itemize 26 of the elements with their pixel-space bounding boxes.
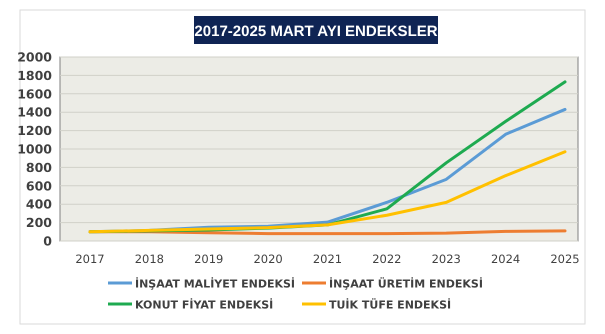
x-tick-label: 2019 bbox=[194, 252, 224, 266]
x-tick-label: 2025 bbox=[550, 252, 580, 266]
y-tick-label: 0 bbox=[43, 234, 52, 248]
x-tick-label: 2020 bbox=[253, 252, 283, 266]
x-tick-label: 2018 bbox=[134, 252, 164, 266]
y-tick-label: 1400 bbox=[17, 104, 52, 120]
line-series bbox=[88, 150, 566, 234]
x-tick-label: 2022 bbox=[372, 252, 402, 266]
y-tick-label: 200 bbox=[26, 215, 52, 230]
legend-label: İNŞAAT ÜRETİM ENDEKSİ bbox=[329, 276, 483, 290]
y-tick-label: 1600 bbox=[17, 86, 52, 102]
y-tick-label: 400 bbox=[26, 196, 52, 212]
x-tick-label: 2017 bbox=[75, 252, 105, 266]
y-tick-label: 600 bbox=[26, 178, 52, 194]
y-tick-label: 1000 bbox=[17, 142, 52, 156]
y-tick-label: 800 bbox=[26, 160, 52, 175]
x-tick-label: 2023 bbox=[432, 252, 461, 266]
y-tick-label: 1200 bbox=[17, 123, 52, 138]
chart-title: 2017-2025 MART AYI ENDEKSLER bbox=[194, 23, 438, 40]
x-tick-label: 2024 bbox=[490, 252, 520, 266]
legend-label: KONUT FİYAT ENDEKSİ bbox=[135, 298, 274, 312]
legend-label: İNŞAAT MALİYET ENDEKSİ bbox=[135, 276, 296, 290]
legend-label: TUİK TÜFE ENDEKSİ bbox=[329, 298, 452, 312]
x-tick-label: 2021 bbox=[312, 252, 342, 266]
y-tick-label: 1800 bbox=[17, 68, 52, 83]
y-tick-label: 2000 bbox=[17, 50, 52, 64]
